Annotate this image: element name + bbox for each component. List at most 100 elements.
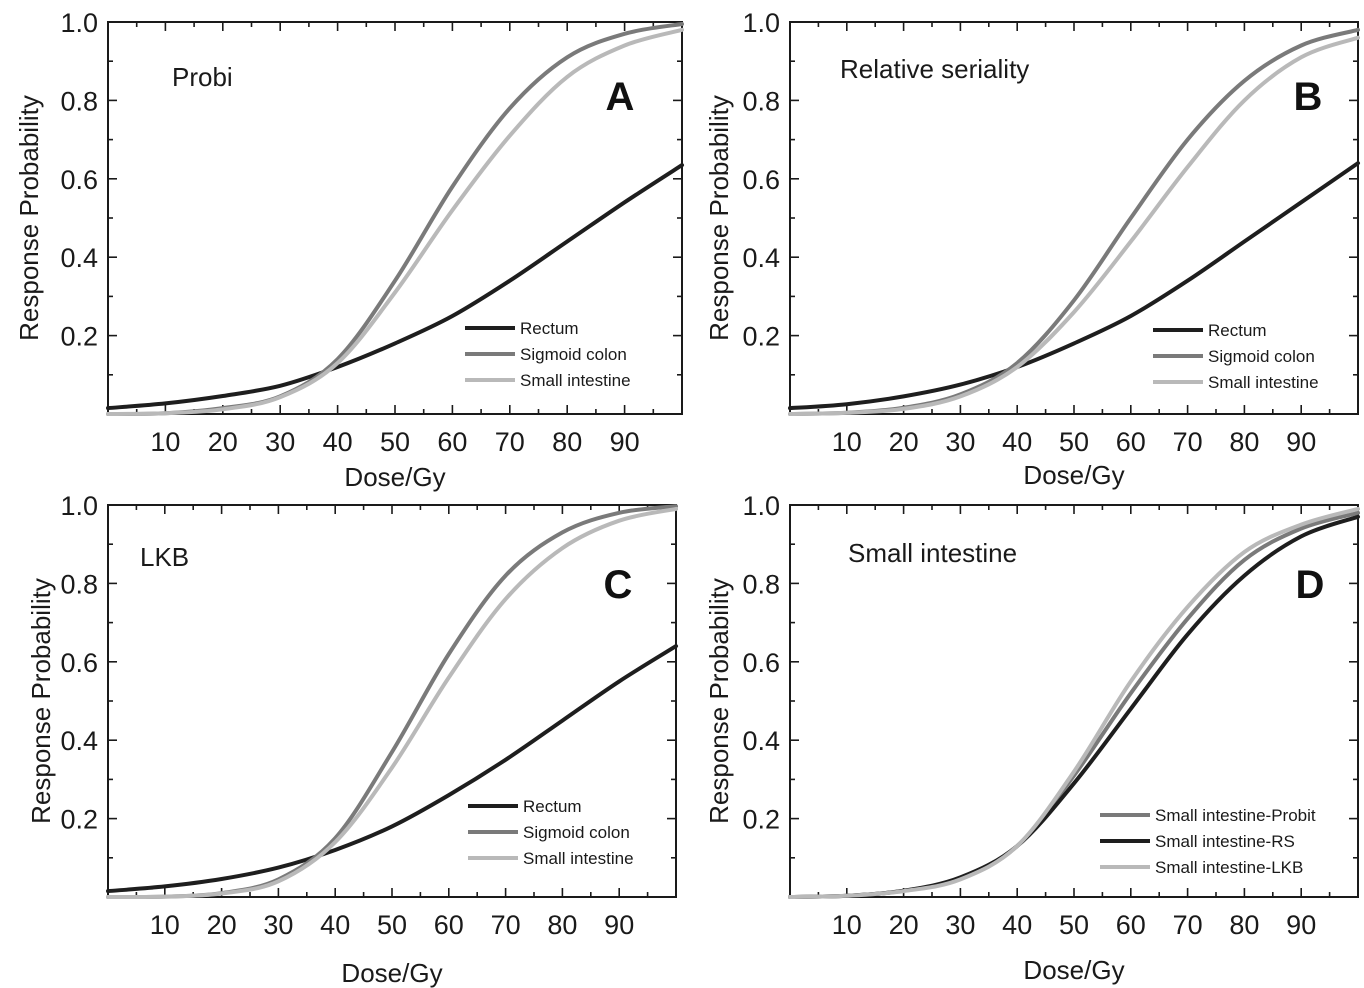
x-tick-label: 50 [380, 427, 410, 457]
x-axis-label: Dose/Gy [1023, 460, 1124, 490]
x-tick-label: 50 [377, 910, 407, 940]
x-tick-label: 80 [552, 427, 582, 457]
y-tick-label: 1.0 [60, 491, 98, 521]
y-tick-label: 1.0 [742, 491, 780, 521]
x-tick-label: 30 [265, 427, 295, 457]
y-tick-label: 0.8 [742, 86, 780, 116]
x-axis-label: Dose/Gy [1023, 955, 1124, 985]
y-axis-label: Response Probability [26, 578, 56, 824]
y-tick-label: 1.0 [742, 8, 780, 38]
legend-label: Small intestine-Probit [1155, 806, 1316, 825]
x-tick-label: 70 [1173, 910, 1203, 940]
x-tick-label: 40 [323, 427, 353, 457]
x-tick-label: 70 [491, 910, 521, 940]
legend-label: Small intestine [520, 371, 631, 390]
x-tick-label: 20 [208, 427, 238, 457]
y-axis-label: Response Probability [704, 578, 734, 824]
x-axis-label: Dose/Gy [344, 462, 445, 492]
x-tick-label: 60 [1116, 427, 1146, 457]
x-tick-label: 10 [150, 910, 180, 940]
y-tick-label: 0.4 [742, 243, 780, 273]
y-tick-label: 0.4 [742, 726, 780, 756]
legend-label: Sigmoid colon [1208, 347, 1315, 366]
y-tick-label: 0.6 [60, 165, 98, 195]
x-tick-label: 80 [1229, 427, 1259, 457]
y-tick-label: 0.4 [60, 726, 98, 756]
series-line-small-intestine [106, 506, 678, 899]
y-tick-label: 0.6 [742, 165, 780, 195]
panel-c: 10 20 30 40 50 60 70 80 90 0.2 0.4 0.6 0.8 1.0 Dose/Gy… [26, 491, 678, 988]
x-tick-label: 40 [320, 910, 350, 940]
panel-label: Small intestine [848, 538, 1017, 568]
x-tick-label: 40 [1002, 427, 1032, 457]
legend-label: Rectum [523, 797, 582, 816]
x-tick-label: 90 [604, 910, 634, 940]
legend: Rectum Sigmoid colon Small intestine [1153, 321, 1319, 392]
panel-letter: B [1294, 75, 1323, 119]
legend-label: Small intestine-RS [1155, 832, 1295, 851]
x-tick-label: 90 [1286, 427, 1316, 457]
y-tick-label: 0.8 [742, 569, 780, 599]
x-axis-label: Dose/Gy [341, 958, 442, 988]
x-tick-label: 30 [263, 910, 293, 940]
x-tick-label: 70 [1173, 427, 1203, 457]
series-line-rectum [788, 161, 1360, 411]
x-tick-label: 20 [889, 910, 919, 940]
x-tick-label: 10 [832, 910, 862, 940]
y-axis-label: Response Probability [14, 95, 44, 341]
y-tick-label: 0.2 [742, 322, 780, 352]
x-tick-label: 60 [437, 427, 467, 457]
y-tick-label: 0.6 [60, 648, 98, 678]
legend: Rectum Sigmoid colon Small intestine [468, 797, 634, 868]
legend-label: Rectum [1208, 321, 1267, 340]
x-tick-label: 90 [610, 427, 640, 457]
series-line-small-intestine [106, 27, 684, 416]
x-tick-label: 40 [1002, 910, 1032, 940]
y-tick-label: 0.4 [60, 243, 98, 273]
series-line-small-intestine-lkb [788, 506, 1360, 899]
panel-letter: C [604, 563, 633, 607]
x-tick-label: 20 [889, 427, 919, 457]
panel-letter: D [1296, 563, 1325, 607]
legend-label: Rectum [520, 319, 579, 338]
panel-b: 10 20 30 40 50 60 70 80 90 0.2 0.4 0.6 0.8 1.0 Dose/Gy… [704, 8, 1360, 490]
panel-label: Probi [172, 62, 233, 92]
x-tick-label: 50 [1059, 427, 1089, 457]
x-tick-label: 60 [1116, 910, 1146, 940]
x-tick-label: 80 [1229, 910, 1259, 940]
series-line-rectum [106, 163, 684, 411]
panel-d: 10 20 30 40 50 60 70 80 90 0.2 0.4 0.6 0.8 1.0 Dose/Gy… [704, 491, 1360, 985]
y-tick-label: 0.2 [60, 322, 98, 352]
legend: Rectum Sigmoid colon Small intestine [465, 319, 631, 390]
legend-label: Sigmoid colon [520, 345, 627, 364]
y-tick-label: 0.2 [60, 805, 98, 835]
y-tick-label: 0.8 [60, 86, 98, 116]
y-tick-label: 1.0 [60, 8, 98, 38]
legend-label: Small intestine [523, 849, 634, 868]
series-line-rectum [106, 644, 678, 894]
x-tick-label: 30 [945, 910, 975, 940]
legend-label: Sigmoid colon [523, 823, 630, 842]
y-axis-label: Response Probability [704, 95, 734, 341]
y-tick-label: 0.6 [742, 648, 780, 678]
x-tick-label: 60 [434, 910, 464, 940]
x-tick-label: 10 [150, 427, 180, 457]
panel-label: Relative seriality [840, 54, 1029, 84]
panel-a: 10 20 30 40 50 60 70 80 90 0.2 0.4 0.6 0.8 1.0 Dose/Gy… [14, 8, 684, 492]
x-tick-label: 50 [1059, 910, 1089, 940]
x-tick-label: 30 [945, 427, 975, 457]
x-tick-label: 10 [832, 427, 862, 457]
panel-letter: A [606, 75, 635, 119]
panel-label: LKB [140, 542, 189, 572]
legend: Small intestine-Probit Small intestine-RS… [1100, 806, 1316, 877]
x-tick-label: 70 [495, 427, 525, 457]
legend-label: Small intestine [1208, 373, 1319, 392]
legend-label: Small intestine-LKB [1155, 858, 1303, 877]
x-tick-label: 80 [547, 910, 577, 940]
y-tick-label: 0.2 [742, 805, 780, 835]
series-line-small-intestine [788, 35, 1360, 416]
x-tick-label: 20 [207, 910, 237, 940]
y-tick-label: 0.8 [60, 569, 98, 599]
x-tick-label: 90 [1286, 910, 1316, 940]
